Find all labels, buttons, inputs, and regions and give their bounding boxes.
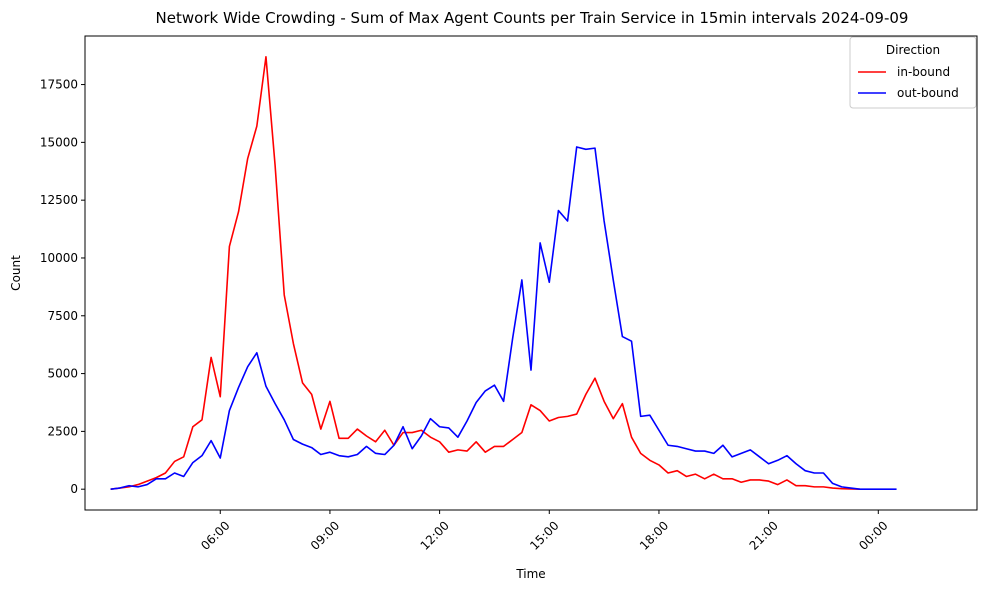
y-tick-label: 17500	[40, 78, 78, 92]
y-tick-label: 0	[70, 482, 78, 496]
chart-title: Network Wide Crowding - Sum of Max Agent…	[156, 9, 909, 27]
series-layer	[110, 56, 897, 490]
y-axis-label: Count	[9, 255, 23, 291]
series-line-out-bound	[110, 146, 897, 490]
y-tick-label: 15000	[40, 135, 78, 149]
x-tick-label: 12:00	[418, 518, 452, 552]
y-tick-label: 10000	[40, 251, 78, 265]
y-axis: 0 2500 5000 7500 10000 12500 15000 17500	[40, 78, 85, 496]
legend-title: Direction	[886, 43, 940, 57]
legend-label-out-bound: out-bound	[897, 86, 959, 100]
legend-items: in-bound out-bound	[858, 65, 959, 100]
x-axis-label: Time	[515, 567, 545, 581]
axes-frame	[84, 35, 978, 511]
y-tick-label: 5000	[47, 367, 78, 381]
y-tick-label: 7500	[47, 309, 78, 323]
series-line-in-bound	[110, 56, 861, 490]
y-tick-label: 12500	[40, 193, 78, 207]
legend-label-in-bound: in-bound	[897, 65, 950, 79]
plot-area	[84, 35, 978, 511]
legend: Direction in-bound out-bound	[849, 36, 977, 109]
x-tick-label: 00:00	[856, 518, 890, 552]
y-tick-label: 2500	[47, 424, 78, 438]
x-tick-label: 15:00	[527, 518, 561, 552]
x-tick-label: 21:00	[747, 518, 781, 552]
x-tick-label: 09:00	[308, 518, 342, 552]
legend-box	[849, 36, 977, 109]
x-axis: 06:00 09:00 12:00 15:00 18:00 21:00 00:00	[198, 510, 891, 553]
x-tick-label: 06:00	[198, 518, 232, 552]
x-tick-label: 18:00	[637, 518, 671, 552]
